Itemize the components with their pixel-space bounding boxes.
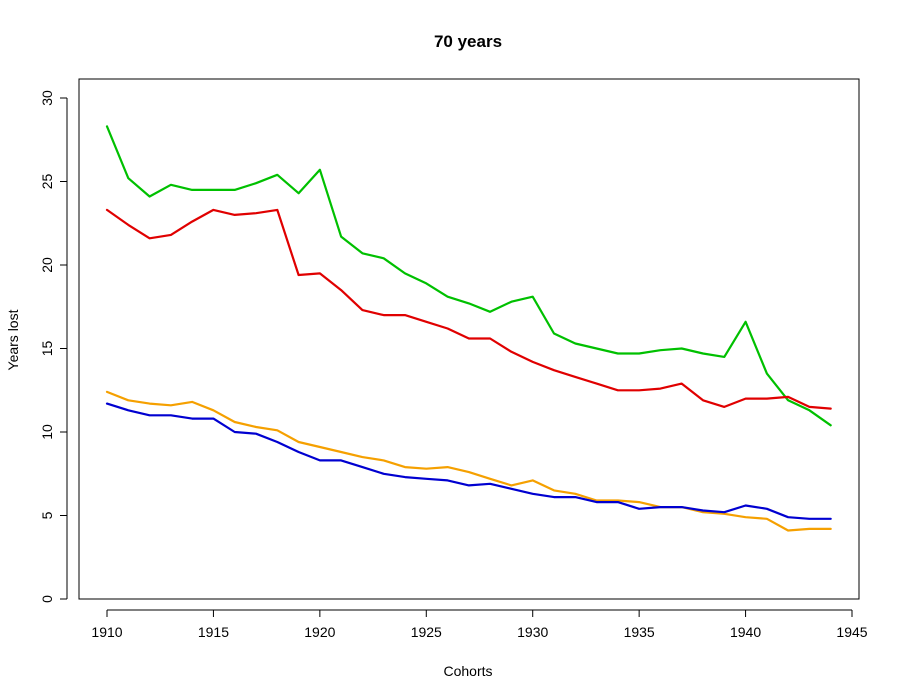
plot-frame (78, 78, 860, 600)
x-axis-label: Cohorts (443, 663, 492, 679)
x-axis: 1910 1915 1920 1925 1930 1935 1940 1945 (91, 609, 868, 640)
y-tick-label: 0 (39, 595, 55, 603)
series-line-1 (105, 125, 832, 427)
x-tick-label: 1935 (624, 624, 655, 640)
y-tick-label: 25 (39, 174, 55, 190)
series-line-2 (105, 208, 832, 410)
y-tick-label: 10 (39, 424, 55, 440)
y-tick-label: 15 (39, 341, 55, 357)
y-tick-label: 5 (39, 511, 55, 519)
x-tick-label: 1930 (517, 624, 548, 640)
series-layer (105, 125, 832, 532)
y-tick-label: 20 (39, 257, 55, 273)
x-tick-label: 1920 (304, 624, 335, 640)
x-tick-label: 1925 (411, 624, 442, 640)
x-tick-label: 1945 (836, 624, 867, 640)
x-tick-label: 1910 (91, 624, 122, 640)
chart-title: 70 years (434, 32, 502, 51)
x-tick-label: 1940 (730, 624, 761, 640)
y-tick-label: 30 (39, 90, 55, 106)
series-line-4 (105, 402, 832, 520)
series-line-3 (105, 390, 832, 532)
y-axis-label: Years lost (5, 309, 21, 370)
x-tick-label: 1915 (198, 624, 229, 640)
y-axis: 0 5 10 15 20 25 30 (39, 90, 68, 603)
